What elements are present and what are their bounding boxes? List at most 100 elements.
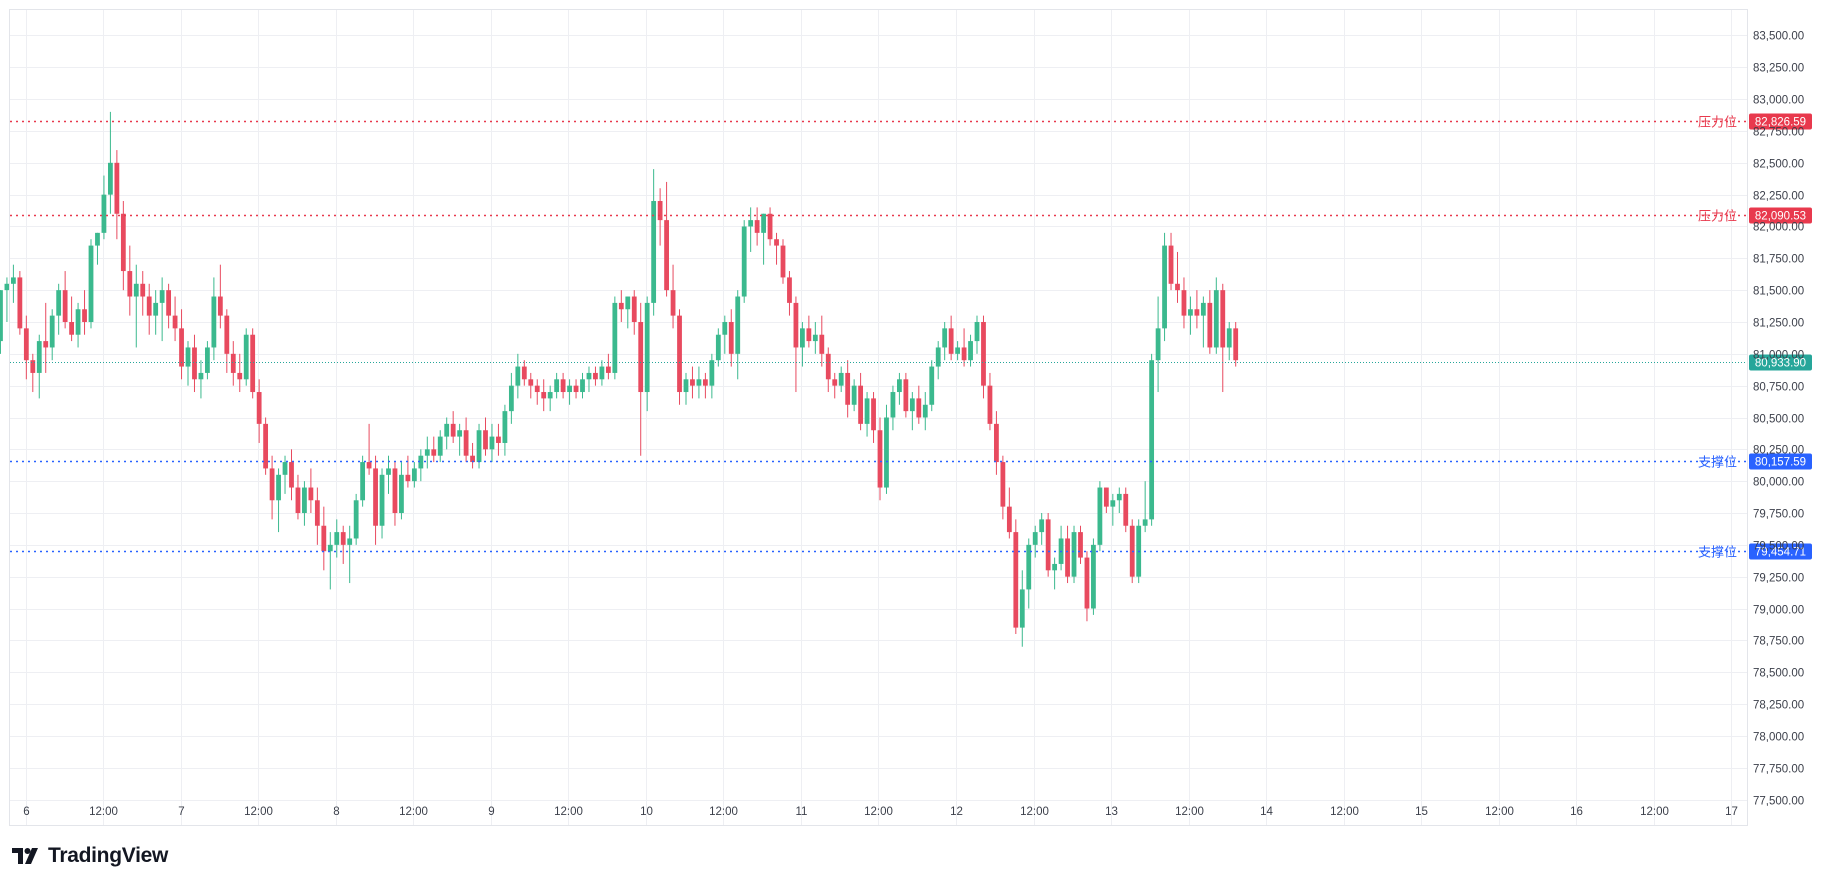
candle-body [489, 436, 495, 450]
y-tick-label: 79,250.00 [1753, 573, 1804, 585]
y-tick-label: 81,500.00 [1753, 286, 1804, 298]
candle [1162, 232, 1167, 342]
candle [140, 271, 146, 316]
candle [17, 271, 23, 335]
candle-body [670, 290, 676, 316]
candle [405, 455, 411, 488]
candle [1058, 525, 1064, 571]
candle [618, 290, 624, 322]
candle [424, 436, 430, 469]
candle-body [418, 455, 424, 469]
candle [360, 455, 366, 507]
candle [399, 462, 404, 520]
candle [172, 296, 178, 342]
candle [353, 493, 359, 545]
candle-body [153, 302, 159, 316]
candle-body [62, 290, 68, 322]
y-axis[interactable]: 83,500.00 83,250.00 83,000.00 82,750.00 82,5… [1753, 31, 1804, 808]
candle [935, 341, 941, 380]
candle-body [657, 201, 663, 221]
x-tick-label: 6 [23, 806, 29, 818]
candle-body [599, 366, 605, 380]
last-price-badge [1749, 354, 1812, 371]
candle-body [108, 162, 113, 195]
candle [981, 315, 986, 399]
x-axis[interactable]: 6 12:00 7 12:00 8 12:00 9 12:00 10 12:00 11 12:00 12… [23, 806, 1738, 818]
candle [153, 290, 159, 335]
candle [75, 302, 81, 348]
x-tick-label: 12:00 [399, 806, 428, 818]
candle [62, 271, 68, 329]
candle-body [864, 398, 870, 424]
candle-body [347, 538, 353, 545]
candle-body [1000, 462, 1006, 507]
candle-body [1084, 557, 1090, 609]
x-tick-label: 10 [640, 806, 653, 818]
candle-body [82, 309, 87, 322]
x-tick-label: 16 [1570, 806, 1583, 818]
candle [709, 353, 715, 399]
candle [289, 449, 294, 501]
candle-body [541, 392, 547, 399]
candle [884, 404, 889, 494]
x-tick-label: 11 [796, 806, 808, 818]
candle-body [237, 372, 243, 380]
y-tick-label: 83,500.00 [1753, 31, 1804, 43]
candle-body [353, 500, 359, 539]
candle-body [948, 328, 954, 354]
candle [696, 366, 702, 399]
y-tick-label: 81,750.00 [1753, 254, 1804, 266]
candle-body [787, 277, 792, 303]
candle-body [664, 220, 669, 291]
candle-body [968, 341, 973, 361]
candle-body [780, 245, 786, 278]
candle [1116, 487, 1122, 514]
candle-body [735, 296, 741, 354]
candle [502, 404, 508, 456]
y-tick-label: 80,750.00 [1753, 382, 1804, 394]
candle-body [741, 226, 747, 297]
candle-body [1013, 532, 1019, 628]
candle-body [955, 347, 961, 354]
candle-body [722, 321, 728, 335]
candle-body [295, 487, 301, 514]
grid [10, 10, 1747, 825]
candle [838, 366, 844, 393]
candle [748, 207, 754, 252]
candle [418, 449, 424, 482]
candle [88, 239, 94, 329]
candle [321, 506, 327, 571]
candle [664, 181, 669, 297]
candle-body [1071, 532, 1077, 577]
candle [366, 423, 372, 475]
candle [457, 423, 463, 456]
candle-body [845, 372, 851, 405]
candle-body [586, 372, 592, 380]
levels: 压力位 82,826.59 压力位 82,090.53 支撑位 80,157.59 支撑位 7… [10, 113, 1812, 561]
candle-body [929, 366, 935, 405]
candle [431, 436, 437, 463]
y-tick-label: 80,000.00 [1753, 477, 1804, 489]
candle [909, 392, 915, 431]
candle-body [1045, 519, 1051, 571]
candle-body [1149, 360, 1155, 520]
candle-body [405, 474, 411, 482]
candle [845, 360, 851, 418]
tradingview-logo[interactable]: TradingView [12, 842, 168, 870]
level-price-text: 80,157.59 [1755, 457, 1806, 469]
candle-body [457, 430, 463, 437]
y-tick-label: 80,500.00 [1753, 414, 1804, 426]
x-tick-label: 17 [1725, 806, 1738, 818]
candle [547, 385, 553, 412]
candle [1006, 487, 1012, 539]
candle-body [877, 430, 883, 488]
pane-border [9, 9, 1748, 826]
candle [444, 417, 450, 450]
candle-body [1207, 302, 1213, 348]
candle [489, 423, 495, 463]
candle-body [502, 411, 508, 443]
candles [0, 111, 1239, 647]
candle [767, 207, 773, 246]
candle-body [1116, 493, 1122, 501]
candle [922, 392, 928, 431]
